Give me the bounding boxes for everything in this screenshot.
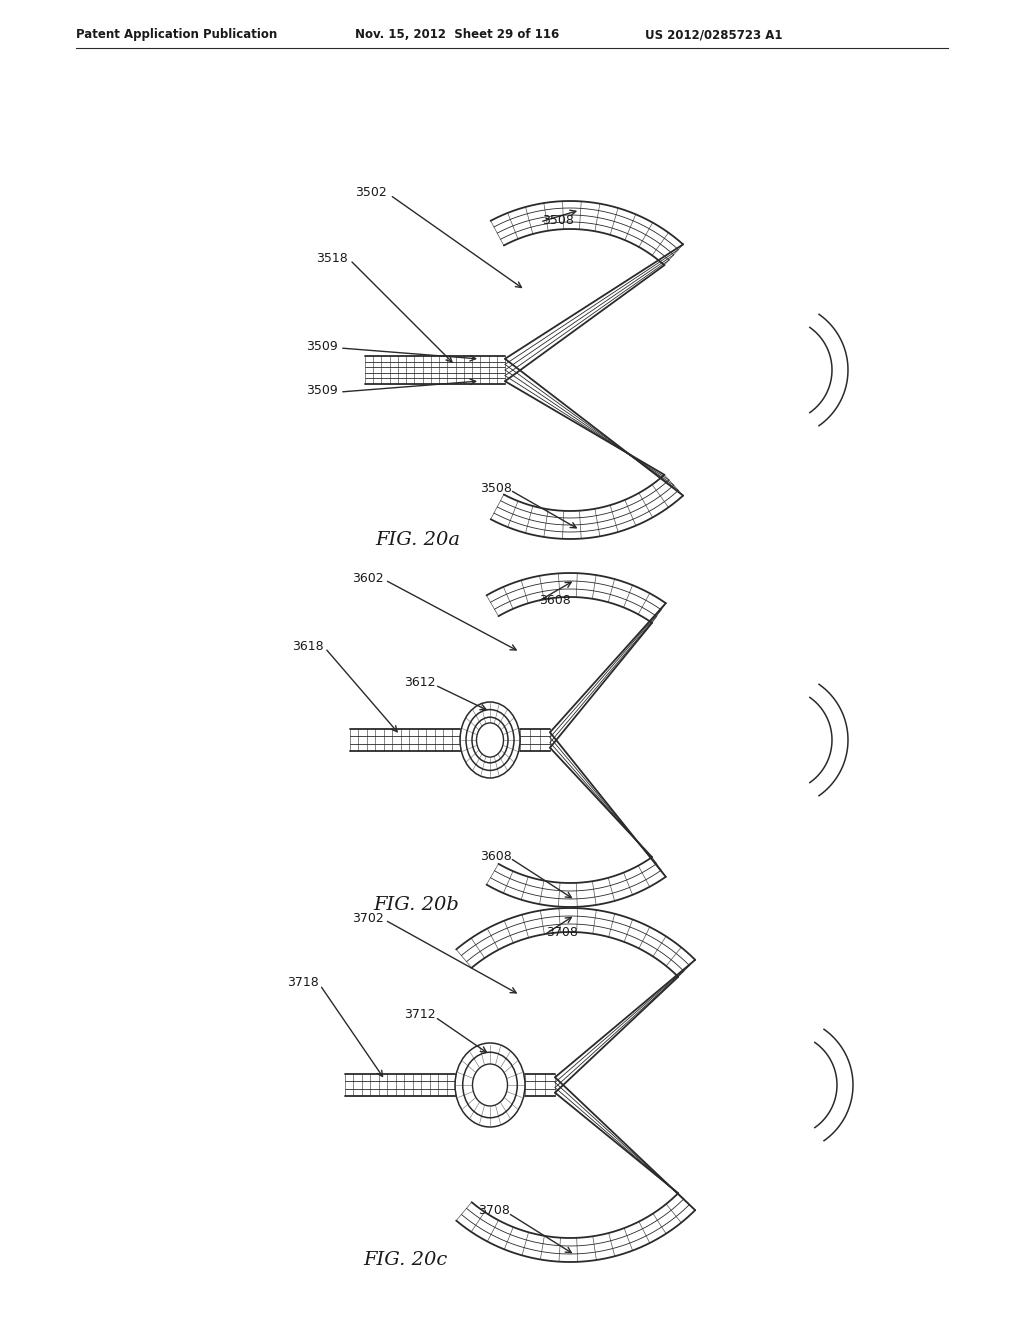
- Text: 3509: 3509: [306, 384, 338, 396]
- Text: FIG. 20a: FIG. 20a: [375, 531, 460, 549]
- Text: 3618: 3618: [292, 639, 324, 652]
- Ellipse shape: [476, 723, 504, 758]
- Text: 3509: 3509: [306, 339, 338, 352]
- Text: 3608: 3608: [480, 850, 512, 862]
- Text: 3508: 3508: [542, 214, 573, 227]
- Text: 3518: 3518: [316, 252, 348, 264]
- Text: 3602: 3602: [352, 572, 384, 585]
- Text: 3708: 3708: [478, 1204, 510, 1217]
- Ellipse shape: [472, 1064, 508, 1106]
- Text: US 2012/0285723 A1: US 2012/0285723 A1: [645, 28, 782, 41]
- Text: 3502: 3502: [355, 186, 387, 199]
- Text: Nov. 15, 2012  Sheet 29 of 116: Nov. 15, 2012 Sheet 29 of 116: [355, 28, 559, 41]
- Text: 3612: 3612: [404, 676, 435, 689]
- Text: 3718: 3718: [287, 977, 318, 990]
- Text: 3508: 3508: [480, 482, 512, 495]
- Text: 3608: 3608: [539, 594, 570, 606]
- Text: FIG. 20c: FIG. 20c: [362, 1251, 447, 1269]
- Text: FIG. 20b: FIG. 20b: [373, 896, 459, 913]
- Text: 3702: 3702: [352, 912, 384, 924]
- Text: Patent Application Publication: Patent Application Publication: [76, 28, 278, 41]
- Text: 3712: 3712: [404, 1008, 435, 1022]
- Text: 3708: 3708: [546, 927, 578, 940]
